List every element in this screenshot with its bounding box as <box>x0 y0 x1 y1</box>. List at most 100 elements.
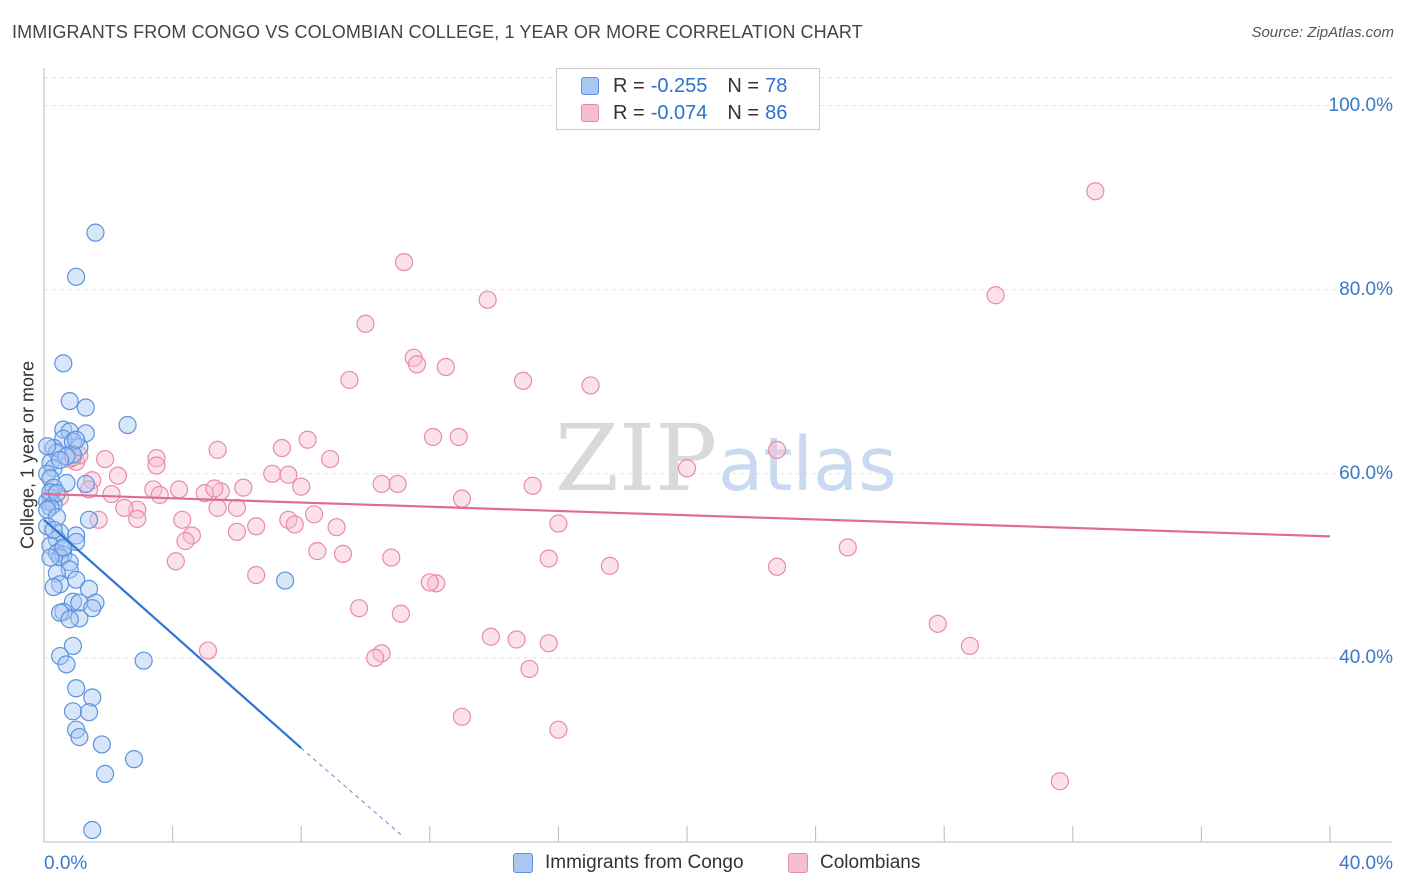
x-tick-label-max: 40.0% <box>1339 853 1393 874</box>
colombian-point <box>147 449 166 468</box>
legend-item-congo[interactable]: Immigrants from Congo <box>513 852 744 874</box>
colombian-point <box>382 548 401 567</box>
legend-row-colombian: R = -0.074 N = 86 <box>581 101 787 125</box>
y-tick-label: 40.0% <box>1339 646 1393 668</box>
colombian-swatch <box>581 104 599 122</box>
colombian-point <box>394 252 414 272</box>
colombian-point <box>227 522 246 541</box>
congo-point <box>76 398 95 417</box>
colombian-point <box>128 509 147 529</box>
congo-point <box>47 484 66 503</box>
colombian-point <box>986 286 1005 305</box>
colombian-point <box>420 573 439 592</box>
y-tick-label: 80.0% <box>1339 278 1393 300</box>
colombian-point <box>108 466 128 485</box>
colombian-point <box>169 480 189 499</box>
congo-point <box>54 538 73 557</box>
congo-point <box>63 702 83 721</box>
colombian-point <box>767 440 787 459</box>
watermark-atlas: atlas <box>718 422 897 508</box>
colombian-point <box>234 478 253 497</box>
congo-points <box>38 223 295 840</box>
colombian-point <box>79 480 99 499</box>
colombian-point <box>147 456 166 475</box>
congo-point <box>63 636 83 656</box>
legend-n-value: 78 <box>765 74 788 97</box>
watermark-zip: ZIP <box>555 405 717 512</box>
congo-point <box>38 437 57 456</box>
colombian-trend-line <box>43 492 1331 538</box>
congo-point <box>50 603 70 622</box>
congo-swatch <box>581 77 599 95</box>
congo-trend-extension <box>300 747 405 838</box>
colombian-point <box>115 498 134 517</box>
legend-item-colombians[interactable]: Colombians <box>788 852 920 874</box>
congo-swatch <box>513 853 533 873</box>
series-legend: Immigrants from Congo Colombians <box>0 852 1406 878</box>
colombian-point <box>481 627 500 646</box>
congo-point <box>50 548 70 567</box>
grid-lines <box>44 77 1392 659</box>
colombian-point <box>95 449 115 469</box>
colombian-point <box>767 557 787 576</box>
congo-point <box>79 703 99 722</box>
legend-n-value: 86 <box>765 101 788 124</box>
congo-point <box>54 354 73 373</box>
colombian-point <box>304 505 324 524</box>
colombian-point <box>391 604 410 623</box>
colombian-point <box>89 510 108 529</box>
congo-point <box>86 223 105 242</box>
congo-point <box>50 450 70 470</box>
colombian-point <box>507 630 526 649</box>
colombian-point <box>539 634 558 653</box>
colombian-point <box>247 565 266 585</box>
legend-n-label: N = <box>727 101 760 124</box>
congo-point <box>67 679 86 698</box>
colombian-point <box>478 290 497 309</box>
legend-n-label: N = <box>727 74 760 97</box>
congo-point <box>83 599 102 618</box>
colombian-point <box>150 485 169 505</box>
x-tick-label-min: 0.0% <box>44 853 88 874</box>
congo-point <box>67 526 86 545</box>
congo-point <box>79 510 99 529</box>
congo-point <box>41 548 60 567</box>
congo-trend-line <box>43 519 302 749</box>
colombian-point <box>208 440 227 459</box>
colombian-point <box>308 542 327 561</box>
colombian-point <box>333 544 353 563</box>
colombian-point <box>600 556 619 575</box>
congo-point <box>276 571 295 590</box>
colombian-point <box>292 477 311 496</box>
colombian-point <box>520 659 539 679</box>
colombian-point <box>366 648 385 668</box>
source-credit: Source: ZipAtlas.com <box>1251 24 1394 41</box>
y-tick-label: 60.0% <box>1339 462 1393 484</box>
trend-lines <box>43 492 1331 838</box>
congo-point <box>67 430 86 449</box>
colombian-point <box>549 514 568 533</box>
colombian-point <box>388 474 407 494</box>
colombian-point <box>298 430 317 449</box>
colombian-point <box>423 427 443 447</box>
y-axis-label: College, 1 year or more <box>17 360 38 550</box>
colombian-point <box>195 484 214 503</box>
congo-point <box>54 420 73 439</box>
congo-point <box>57 655 76 674</box>
colombian-point <box>279 510 298 529</box>
colombian-point <box>279 465 298 484</box>
congo-point <box>44 577 63 597</box>
congo-point <box>70 609 89 628</box>
axes <box>43 68 1392 843</box>
congo-point <box>67 267 86 286</box>
colombian-point <box>166 552 185 571</box>
colombian-point <box>449 427 468 447</box>
colombian-point <box>227 498 246 517</box>
colombian-point <box>928 614 947 633</box>
legend-r-value: -0.074 <box>650 101 708 124</box>
congo-point <box>95 764 115 783</box>
colombian-point <box>960 636 980 656</box>
colombian-point <box>247 517 266 536</box>
congo-point <box>76 474 95 494</box>
